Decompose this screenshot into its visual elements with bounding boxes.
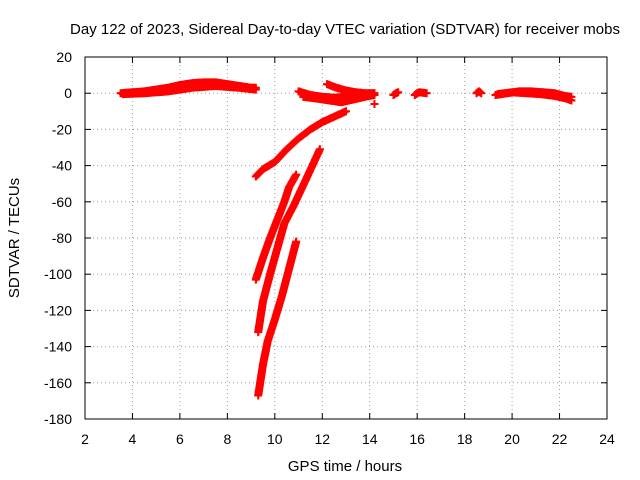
x-tick-label: 10 (267, 431, 283, 447)
y-tick-label: -120 (44, 302, 72, 318)
data-point (342, 107, 350, 116)
y-tick-label: -180 (44, 411, 72, 427)
x-tick-label: 22 (552, 431, 568, 447)
x-tick-label: 12 (314, 431, 330, 447)
data-points (116, 78, 576, 400)
data-point (251, 85, 260, 94)
series-arc-noon-c (323, 80, 379, 98)
y-tick-label: -60 (52, 194, 72, 210)
x-tick-label: 6 (176, 431, 184, 447)
data-point (477, 89, 486, 98)
x-tick-label: 4 (129, 431, 137, 447)
y-tick-label: -100 (44, 266, 72, 282)
series-dip-steep-c (254, 237, 301, 400)
chart-title: Day 122 of 2023, Sidereal Day-to-day VTE… (70, 21, 620, 38)
series-outlier (370, 100, 379, 109)
x-tick-label: 16 (409, 431, 425, 447)
y-tick-label: -20 (52, 121, 72, 137)
series-dip-steep-a (251, 170, 301, 284)
x-tick-label: 14 (362, 431, 378, 447)
y-tick-label: 20 (56, 49, 72, 65)
series-arc-15 (389, 88, 403, 100)
y-tick-label: -140 (44, 339, 72, 355)
data-point (394, 88, 403, 97)
data-point (292, 237, 301, 246)
y-tick-label: 0 (64, 85, 72, 101)
data-point (292, 170, 301, 179)
series-dip-long (251, 107, 350, 181)
series-arc-morning-lower (118, 81, 260, 99)
series-arc-18 (472, 87, 486, 98)
x-tick-label: 8 (223, 431, 231, 447)
x-tick-label: 18 (457, 431, 473, 447)
y-tick-label: -80 (52, 230, 72, 246)
data-point (567, 96, 576, 105)
series-arc-evening-lower (493, 88, 576, 105)
axis-ticks: 2 4 6 8 10 12 14 16 18 20 22 24200-20-40-60-80-100-… (44, 49, 615, 447)
data-point (370, 89, 379, 98)
data-point (370, 100, 379, 109)
x-axis-label: GPS time / hours (288, 458, 402, 475)
series-dip-steep-b (254, 145, 324, 337)
x-tick-label: 2 (81, 431, 89, 447)
data-point (422, 89, 431, 98)
data-point (315, 145, 324, 154)
y-tick-label: -40 (52, 158, 72, 174)
y-axis-label: SDTVAR / TECUs (6, 178, 23, 298)
series-arc-16 (410, 88, 431, 100)
y-tick-label: -160 (44, 375, 72, 391)
x-tick-label: 24 (599, 431, 615, 447)
grid (85, 57, 607, 419)
x-tick-label: 20 (504, 431, 520, 447)
